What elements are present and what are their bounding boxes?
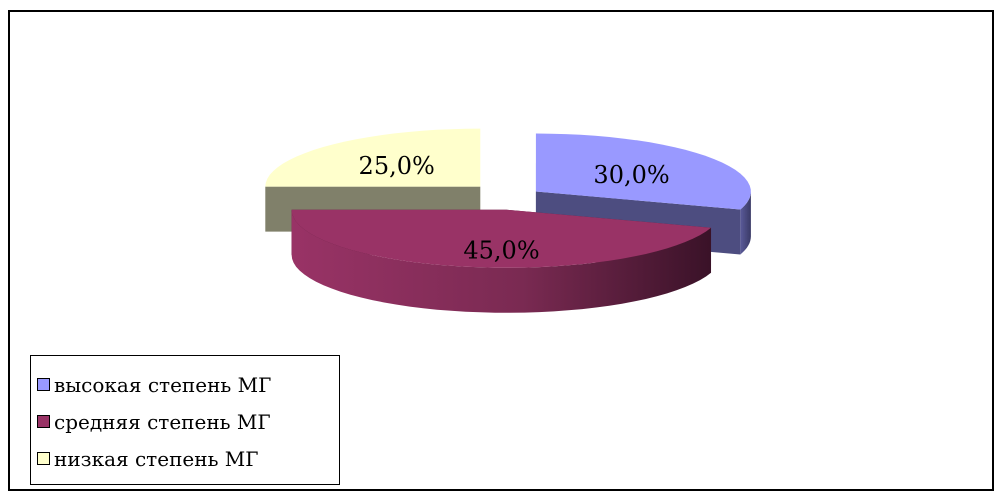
legend-item-low: низкая степень МГ — [31, 440, 339, 477]
legend: высокая степень МГ средняя степень МГ ни… — [30, 355, 340, 485]
pie-slice-medium — [291, 209, 712, 313]
pie-top-high — [535, 133, 751, 210]
pie-top-medium — [291, 209, 711, 268]
legend-label-low: низкая степень МГ — [54, 446, 259, 471]
legend-item-medium: средняя степень МГ — [31, 403, 339, 440]
legend-item-high: высокая степень МГ — [31, 366, 339, 403]
pie-side-high — [740, 191, 751, 255]
pie-label-high: 30,0% — [593, 161, 669, 189]
legend-label-high: высокая степень МГ — [54, 372, 272, 397]
pie-side-medium — [291, 209, 711, 313]
legend-swatch-medium — [37, 415, 50, 428]
legend-swatch-high — [37, 378, 50, 391]
legend-swatch-low — [37, 452, 50, 465]
legend-label-medium: средняя степень МГ — [54, 409, 271, 434]
pie-top-low — [265, 128, 481, 187]
pie-label-low: 25,0% — [359, 152, 435, 180]
pie-label-medium: 45,0% — [463, 236, 539, 264]
